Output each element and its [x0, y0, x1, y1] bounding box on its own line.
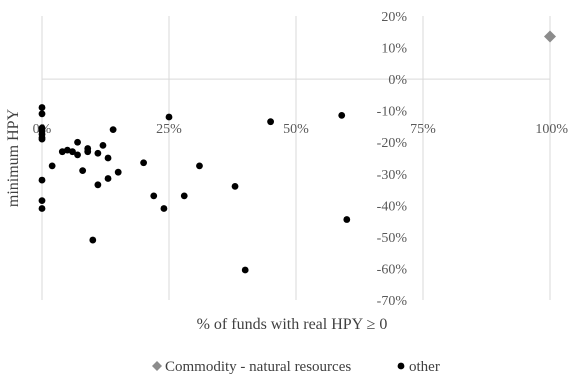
data-point-other: [338, 112, 346, 119]
data-point-other: [38, 197, 46, 205]
x-tick-label: 25%: [156, 122, 182, 137]
data-point-other: [84, 148, 92, 156]
y-axis-title: minimum HPY: [5, 108, 22, 207]
data-point-other: [38, 110, 46, 118]
legend-label-other: other: [409, 359, 440, 374]
data-point-other: [140, 159, 148, 167]
legend: Commodity - natural resources other: [152, 359, 440, 374]
data-point-other: [150, 192, 158, 200]
data-point-other: [343, 216, 351, 223]
data-point-other: [104, 175, 112, 182]
data-point-other: [48, 162, 56, 170]
data-point-other: [241, 266, 249, 274]
y-tick-label: -10%: [377, 105, 408, 120]
data-point-other: [165, 113, 173, 121]
x-tick-label: 100%: [535, 122, 568, 137]
data-point-other: [114, 168, 122, 176]
data-point-other: [94, 181, 102, 189]
data-point-other: [109, 126, 117, 133]
legend-marker-commodity: [152, 361, 162, 371]
data-point-other: [99, 141, 107, 149]
data-point-other: [89, 236, 97, 244]
data-point-other: [38, 135, 46, 143]
data-point-other: [79, 167, 87, 175]
data-point-other: [38, 176, 46, 184]
data-points: [38, 30, 556, 274]
data-point-other: [69, 148, 76, 156]
data-point-other: [160, 205, 168, 212]
legend-label-commodity: Commodity - natural resources: [165, 359, 351, 374]
y-tick-label: -70%: [377, 294, 408, 309]
gridlines: [41, 16, 551, 300]
y-tick-label: 20%: [381, 10, 407, 25]
x-tick-labels: 0%25%50%75%100%: [33, 122, 569, 137]
y-tick-label: -20%: [377, 136, 408, 151]
y-tick-label: -50%: [377, 231, 408, 246]
data-point-other: [196, 162, 203, 170]
y-tick-label: 10%: [381, 42, 407, 57]
data-point-other: [38, 205, 46, 212]
x-axis-title: % of funds with real HPY ≥ 0: [197, 316, 388, 333]
y-tick-labels: 20% 10% 0% -10% -20% -30% -40% -50% -60% -70%: [377, 10, 408, 309]
data-point-other: [74, 138, 81, 146]
data-point-commodity: [544, 30, 556, 43]
y-tick-label: -30%: [377, 168, 408, 183]
data-point-other: [74, 151, 81, 159]
data-point-other: [38, 104, 46, 111]
data-point-other: [94, 149, 102, 157]
data-point-other: [180, 192, 188, 200]
x-tick-label: 75%: [410, 122, 436, 137]
legend-marker-other: [397, 362, 405, 370]
x-tick-label: 50%: [283, 122, 309, 137]
data-point-other: [104, 154, 112, 162]
y-tick-label: -40%: [377, 199, 408, 214]
y-tick-label: 0%: [388, 73, 407, 88]
data-point-other: [231, 183, 239, 190]
data-point-other: [267, 118, 274, 126]
y-tick-label: -60%: [377, 262, 408, 277]
